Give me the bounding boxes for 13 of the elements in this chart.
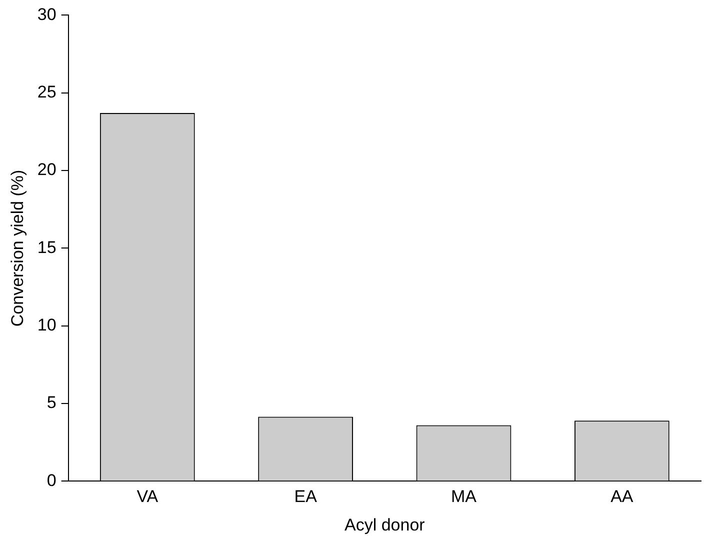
- y-axis-title: Conversion yield (%): [8, 170, 27, 327]
- y-tick-label: 20: [37, 160, 56, 180]
- x-tick-label: EA: [294, 487, 318, 506]
- y-tick-label: 10: [37, 316, 56, 335]
- y-tick-label: 5: [46, 393, 56, 412]
- y-tick-label: 0: [46, 470, 56, 490]
- x-tick-label: VA: [136, 487, 159, 506]
- x-tick-label: MA: [450, 487, 478, 506]
- x-axis-title: Acyl donor: [344, 515, 426, 534]
- y-tick-label: 25: [37, 82, 56, 102]
- x-tick-label: AA: [610, 487, 634, 506]
- y-tick-label: 15: [37, 238, 56, 257]
- y-tick-label: 30: [37, 4, 56, 24]
